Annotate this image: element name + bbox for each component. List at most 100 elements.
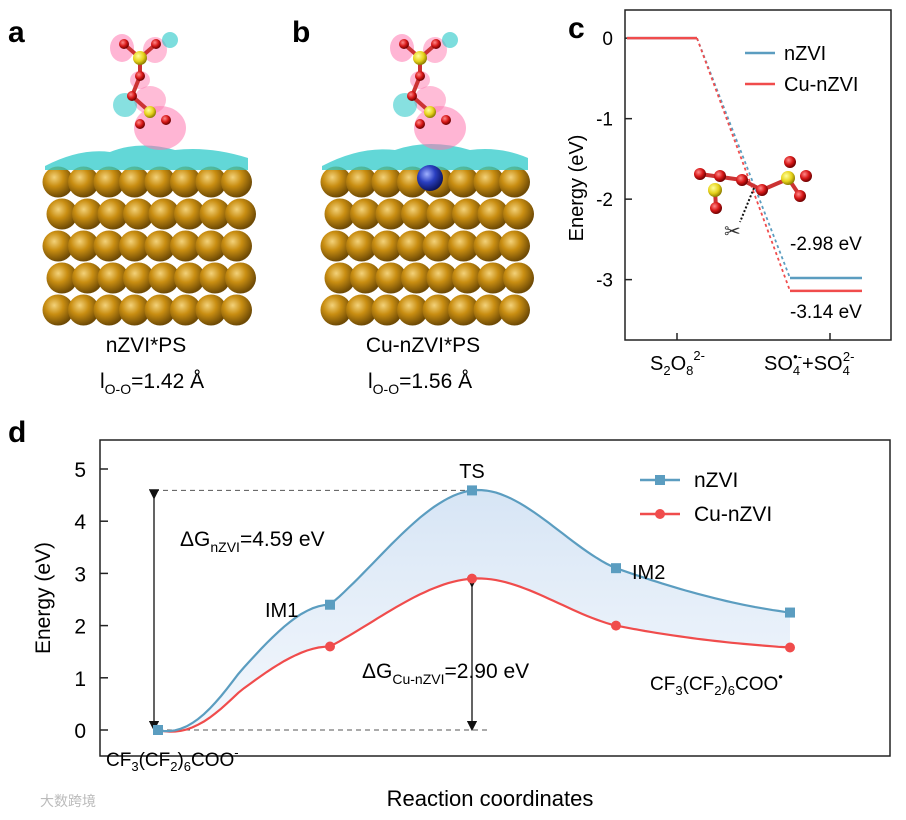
- fe-atom: [452, 262, 483, 294]
- panel-a-bond-sub: O-O: [105, 381, 132, 397]
- fe-atom: [426, 198, 458, 230]
- fe-atom: [119, 294, 150, 326]
- panel-c-series: [627, 36, 862, 293]
- fe-atom: [93, 230, 125, 262]
- panel-c-legend-nzvi: nZVI: [784, 43, 826, 65]
- fe-atom: [68, 166, 99, 198]
- fe-atom: [320, 294, 352, 326]
- point-nzvi: [611, 563, 621, 574]
- panel-letter-a: a: [8, 16, 25, 49]
- panel-d: d Energy (eV) Reaction coordinates 0 1 2 3 4…: [8, 416, 891, 811]
- point-cu-nzvi: [325, 641, 335, 652]
- point-cu-nzvi: [785, 642, 795, 653]
- fe-atom: [148, 262, 180, 294]
- fe-atom: [221, 230, 252, 262]
- y-tick-label: 1: [74, 668, 86, 691]
- fe-atom: [448, 166, 479, 198]
- panel-a-bond-length: lO-O=1.42 Å: [100, 370, 204, 397]
- panel-c-ylabel: Energy (eV): [566, 135, 588, 242]
- fe-atom: [148, 198, 180, 230]
- y-tick-label: 5: [74, 459, 86, 482]
- y-tick-label: 2: [74, 616, 86, 639]
- y-tick-label: 0: [74, 720, 86, 743]
- panel-a-caption: nZVI*PS: [106, 334, 187, 357]
- end-species-label: CF3(CF2)6COO•: [650, 669, 783, 698]
- fe-atom: [97, 198, 129, 230]
- fe-atom: [346, 166, 377, 198]
- fe-atom: [477, 198, 509, 230]
- panel-d-legend-cu: Cu-nZVI: [694, 503, 772, 526]
- point-nzvi: [467, 485, 477, 496]
- fe-atom: [174, 262, 205, 294]
- fe-atom: [42, 230, 74, 262]
- fe-atom: [97, 262, 129, 294]
- point-label-im2: IM2: [632, 562, 665, 584]
- fe-atom: [46, 198, 78, 230]
- fe-atom: [42, 294, 74, 326]
- point-label-ts: TS: [459, 461, 485, 483]
- fe-atom: [225, 198, 256, 230]
- panel-c-frame: [624, 9, 892, 341]
- panel-b-bond-symbol: l: [368, 370, 373, 393]
- fe-atom: [401, 262, 432, 294]
- fe-atom: [324, 262, 356, 294]
- fe-atom: [371, 294, 403, 326]
- fe-atom: [473, 294, 505, 326]
- fe-atom: [320, 166, 352, 198]
- fe-atom: [195, 294, 227, 326]
- panel-b-caption: Cu-nZVI*PS: [366, 334, 480, 357]
- persulfate-molecule-b: [399, 39, 451, 129]
- y-tick-label: 4: [74, 511, 86, 534]
- panel-letter-b: b: [292, 16, 310, 49]
- panel-d-series: [153, 485, 795, 735]
- fe-atom: [499, 230, 530, 262]
- fe-atom: [371, 166, 403, 198]
- fe-atom: [499, 166, 530, 198]
- fe-atom: [375, 198, 407, 230]
- panel-c-xticks: S2O82- SO4•-+SO42-: [650, 333, 854, 378]
- y-tick-label: 0: [602, 29, 613, 50]
- fe-atom: [68, 230, 99, 262]
- fe-atom: [397, 230, 428, 262]
- fe-atom: [422, 230, 454, 262]
- panel-d-band: [158, 490, 790, 732]
- fe-atom: [401, 198, 432, 230]
- panel-b-bond-value: =1.56 Å: [399, 370, 472, 393]
- fe-atom: [477, 262, 509, 294]
- point-cu-nzvi: [611, 620, 621, 631]
- fe-atom: [195, 166, 227, 198]
- fe-atom: [473, 230, 505, 262]
- panel-d-guides: [148, 489, 490, 732]
- slab-a: [42, 166, 256, 326]
- fe-atom: [174, 198, 205, 230]
- delta-g-cu-nzvi: ΔGCu-nZVI=2.90 eV: [362, 660, 529, 687]
- watermark: 大数跨境: [40, 793, 96, 809]
- fe-atom: [170, 166, 201, 198]
- fe-atom: [448, 230, 479, 262]
- fe-atom: [397, 294, 428, 326]
- panel-letter-c: c: [568, 12, 585, 45]
- y-tick-label: 3: [74, 563, 86, 586]
- fe-atom: [448, 294, 479, 326]
- fe-atom: [170, 230, 201, 262]
- panel-c: c Energy (eV) 0 -1 -2 -3 S2O82- SO4•-+SO42-: [566, 9, 892, 378]
- panel-c-label-nzvi: -2.98 eV: [790, 234, 862, 255]
- fe-atom: [452, 198, 483, 230]
- fe-atom: [473, 166, 505, 198]
- cu-dopant-atom: [417, 165, 443, 191]
- fe-atom: [72, 262, 103, 294]
- point-cu-nzvi: [467, 573, 477, 584]
- fe-atom: [350, 198, 381, 230]
- panel-d-legend-nzvi: nZVI: [694, 469, 738, 492]
- panel-b-bond-sub: O-O: [373, 381, 400, 397]
- panel-a-bond-value: =1.42 Å: [131, 370, 204, 393]
- fe-atom: [199, 262, 231, 294]
- panel-b: b Cu-nZVI*PS: [292, 16, 534, 397]
- panel-c-xtick-left: S2O82-: [650, 348, 705, 378]
- panel-c-xtick-right: SO4•-+SO42-: [764, 349, 854, 378]
- fe-atom: [144, 230, 176, 262]
- fe-atom: [225, 262, 256, 294]
- fe-atom: [195, 230, 227, 262]
- point-nzvi: [325, 599, 335, 610]
